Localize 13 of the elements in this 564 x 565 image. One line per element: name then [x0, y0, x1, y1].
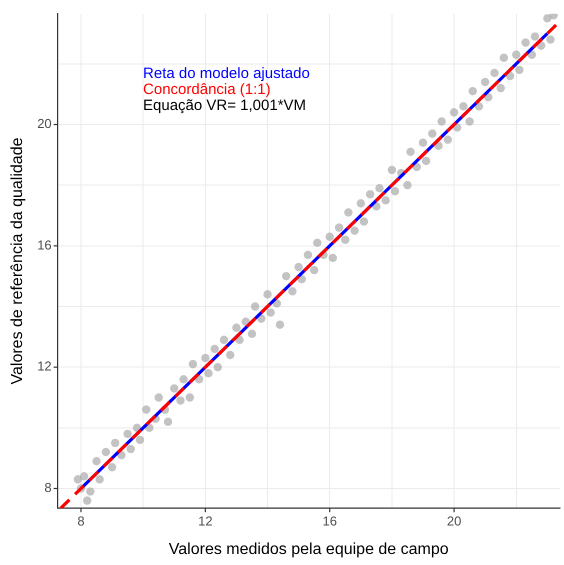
text: Reta do modelo ajustado [143, 65, 310, 82]
y-tick-label: 20 [37, 116, 52, 132]
x-tick-label: 20 [446, 514, 462, 529]
x-tick-label: 16 [322, 514, 337, 529]
annotation: Equação VR= 1,001*VM [143, 97, 306, 114]
y-tick-label: 8 [44, 480, 52, 496]
x-axis-title: Valores medidos pela equipe de campo [168, 540, 449, 558]
y-tick-label: 16 [37, 237, 52, 252]
x-tick-label: 12 [198, 514, 213, 529]
y-tick-label: 12 [37, 358, 52, 374]
x-tick-label: 8 [77, 514, 85, 529]
text: Concordância (1:1) [143, 81, 271, 98]
y-axis-title: Valores de referência da qualidade [9, 137, 26, 384]
